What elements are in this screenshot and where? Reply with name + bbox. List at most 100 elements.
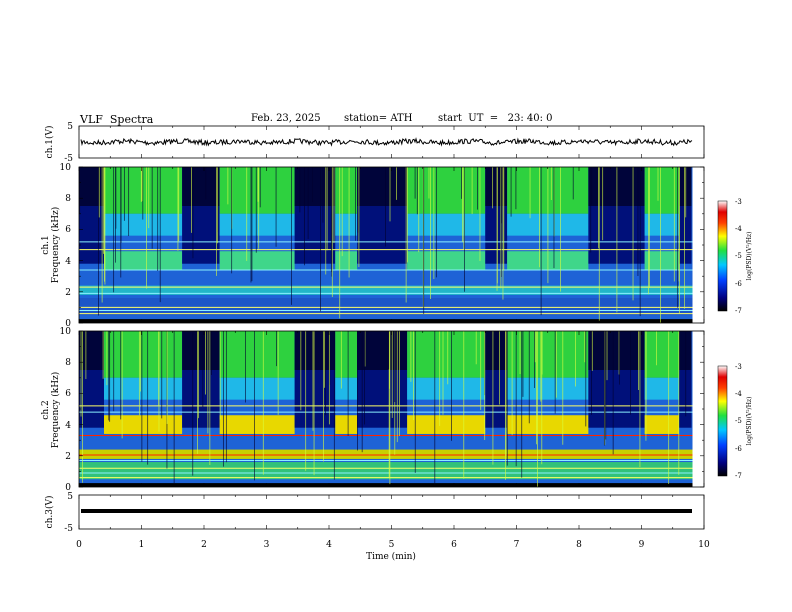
ch1-ytick-10: 10 <box>60 163 72 173</box>
mid-cyan-region <box>219 213 295 236</box>
mid-cyan-region <box>104 213 183 236</box>
quiet-top <box>357 331 408 370</box>
recording-date: Feb. 23, 2025 <box>251 113 321 124</box>
ch2-colorbar: -3 -4 -5 -6 -7 log(PSD)(V²/Hz) <box>717 363 753 480</box>
ch1-cbar-tick-m5: -5 <box>735 252 742 260</box>
ch1-yticks: 10 8 6 4 2 0 <box>60 163 72 329</box>
ch3-ytick-bottom: -5 <box>64 524 73 534</box>
mid-cyan-region <box>507 377 589 400</box>
mid-cyan-region <box>644 213 679 236</box>
tone-band <box>219 415 295 434</box>
quiet-top <box>588 331 645 370</box>
mid-cyan-region <box>644 377 679 400</box>
chart-title: VLF Spectra <box>80 113 154 126</box>
low-band-2 <box>79 298 704 316</box>
ch1-spectrogram-panel: 10 8 6 4 2 0 ch.1 Frequency (kHz) <box>41 163 705 329</box>
xtick-3: 3 <box>264 540 270 550</box>
ch1-ytick-top: 5 <box>67 122 73 132</box>
ch3-waveform-panel: 5 -5 ch.3(V) <box>44 492 705 534</box>
ch1-cbar-tick-m6: -6 <box>735 280 742 288</box>
xaxis-label: Time (min) <box>366 551 416 562</box>
ch1-colorbar-scale <box>717 200 728 312</box>
ch2-ytick-4: 4 <box>65 421 71 431</box>
xtick-10: 10 <box>698 540 710 550</box>
ch2-spectrogram-image <box>79 331 704 487</box>
ch2-channel-label: ch.2 <box>41 400 51 419</box>
ch2-ytick-8: 8 <box>65 358 71 368</box>
quiet-top <box>679 331 692 370</box>
ch2-ytick-0: 0 <box>65 483 71 493</box>
station-label: station= ATH <box>344 113 413 124</box>
low-band <box>79 449 704 459</box>
ch2-yticks: 10 8 6 4 2 0 <box>60 327 72 493</box>
ch2-ytick-2: 2 <box>65 452 71 462</box>
ch1-cbar-tick-m7: -7 <box>735 307 742 315</box>
mid-cyan-region <box>104 377 183 400</box>
time-axis: 0 1 2 3 4 5 6 7 8 9 10 Time (min) <box>76 540 710 562</box>
mid-cyan-region <box>407 377 486 400</box>
ch1-ytick-8: 8 <box>65 194 71 204</box>
mid-cyan-region <box>335 377 358 400</box>
upper-green-region <box>644 331 679 378</box>
xtick-4: 4 <box>326 540 332 550</box>
quiet-top <box>485 331 508 370</box>
tone-band <box>104 251 183 270</box>
ch1-ytick-2: 2 <box>65 288 71 298</box>
tone-band <box>219 251 295 270</box>
quiet-top <box>357 167 408 206</box>
upper-green-region <box>335 167 358 214</box>
xtick-7: 7 <box>514 540 520 550</box>
quiet-top <box>294 167 336 206</box>
ch1-waveform-ylabel: ch.1(V) <box>44 126 55 159</box>
ch1-ytick-0: 0 <box>65 319 71 329</box>
mid-cyan-region <box>335 213 358 236</box>
tone-band <box>407 415 486 434</box>
xtick-0: 0 <box>76 540 82 550</box>
mid-cyan-region <box>219 377 295 400</box>
ch1-colorbar: -3 -4 -5 -6 -7 log(PSD)(V²/Hz) <box>717 198 753 315</box>
upper-green-region <box>104 331 183 378</box>
ch1-ytick-bottom: -5 <box>64 154 73 164</box>
upper-green-region <box>219 331 295 378</box>
blank-edge <box>692 167 704 323</box>
quiet-top <box>588 167 645 206</box>
start-time-label: start UT = 23: 40: 0 <box>438 113 553 124</box>
ch1-waveform-trace <box>80 137 693 147</box>
quiet-top <box>182 331 220 370</box>
upper-green-region <box>407 331 486 378</box>
mid-cyan-region <box>407 213 486 236</box>
upper-green-region <box>644 167 679 214</box>
tone-band <box>335 251 358 270</box>
tone-band <box>104 415 183 434</box>
ch1-spectrogram-image <box>79 167 704 323</box>
xtick-8: 8 <box>576 540 582 550</box>
upper-green-region <box>335 331 358 378</box>
ch2-colorbar-label: log(PSD)(V²/Hz) <box>746 397 753 446</box>
quiet-top <box>79 331 104 370</box>
ch1-ytick-6: 6 <box>65 225 71 235</box>
quiet-top <box>294 331 336 370</box>
ch2-ytick-6: 6 <box>65 389 71 399</box>
quiet-top <box>679 167 692 206</box>
tone-band <box>507 415 589 434</box>
xtick-2: 2 <box>201 540 207 550</box>
ch1-frequency-label: Frequency (kHz) <box>50 207 61 284</box>
ch2-cbar-tick-m7: -7 <box>735 472 742 480</box>
low-band <box>79 285 704 295</box>
tone-band <box>335 415 358 434</box>
xtick-9: 9 <box>639 540 645 550</box>
ch2-colorbar-scale <box>717 365 728 477</box>
upper-green-region <box>507 331 589 378</box>
ch2-spectrogram-panel: 10 8 6 4 2 0 ch.2 Frequency (kHz) <box>41 327 705 493</box>
tick-marks <box>78 126 705 529</box>
ch2-cbar-tick-m6: -6 <box>735 445 742 453</box>
low-band-2 <box>79 462 704 480</box>
ch1-channel-label: ch.1 <box>41 235 51 254</box>
ch2-ytick-10: 10 <box>60 327 72 337</box>
xtick-6: 6 <box>451 540 457 550</box>
blank-edge <box>692 331 704 487</box>
ch2-frequency-label: Frequency (kHz) <box>50 372 61 449</box>
tone-band <box>644 251 679 270</box>
xtick-1: 1 <box>139 540 145 550</box>
